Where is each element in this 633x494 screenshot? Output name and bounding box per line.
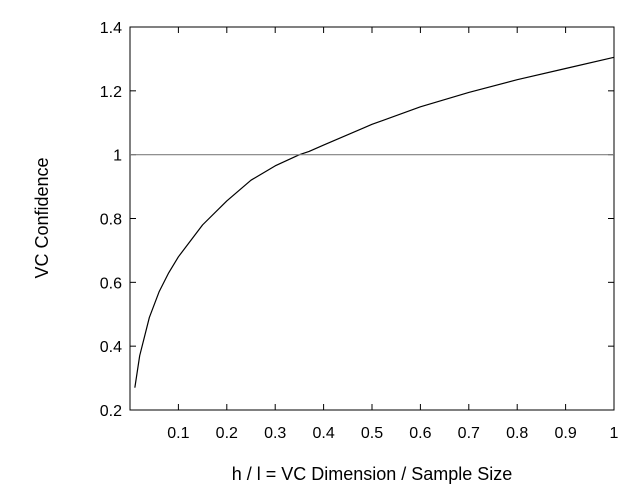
x-tick-label: 1 bbox=[610, 425, 619, 442]
x-tick-label: 0.1 bbox=[167, 425, 189, 442]
plot-frame bbox=[129, 26, 615, 411]
x-axis-label: h / l = VC Dimension / Sample Size bbox=[232, 464, 513, 484]
y-tick-label: 0.4 bbox=[100, 339, 122, 356]
x-tick-label: 0.4 bbox=[312, 425, 334, 442]
x-tick-label: 0.6 bbox=[409, 425, 431, 442]
y-axis-label: VC Confidence bbox=[32, 157, 52, 278]
y-tick-label: 1 bbox=[113, 148, 122, 165]
y-tick-label: 1.2 bbox=[100, 84, 122, 101]
y-tick-label: 0.6 bbox=[100, 275, 122, 292]
vc-confidence-curve bbox=[134, 56, 615, 388]
y-tick-label: 0.2 bbox=[100, 403, 122, 420]
x-tick-label: 0.2 bbox=[216, 425, 238, 442]
x-tick-label: 0.3 bbox=[264, 425, 286, 442]
axis-ticks: 0.1 0.2 0.3 0.4 0.5 0.6 0.7 0.8 0.9 1 0.2 0.4 0.6 0.8… bbox=[100, 20, 619, 442]
series-group bbox=[130, 56, 615, 388]
y-tick-label: 0.8 bbox=[100, 212, 122, 229]
y-tick-label: 1.4 bbox=[100, 20, 122, 37]
x-tick-label: 0.8 bbox=[506, 425, 528, 442]
x-tick-label: 0.9 bbox=[554, 425, 576, 442]
x-tick-label: 0.7 bbox=[458, 425, 480, 442]
x-tick-label: 0.5 bbox=[361, 425, 383, 442]
